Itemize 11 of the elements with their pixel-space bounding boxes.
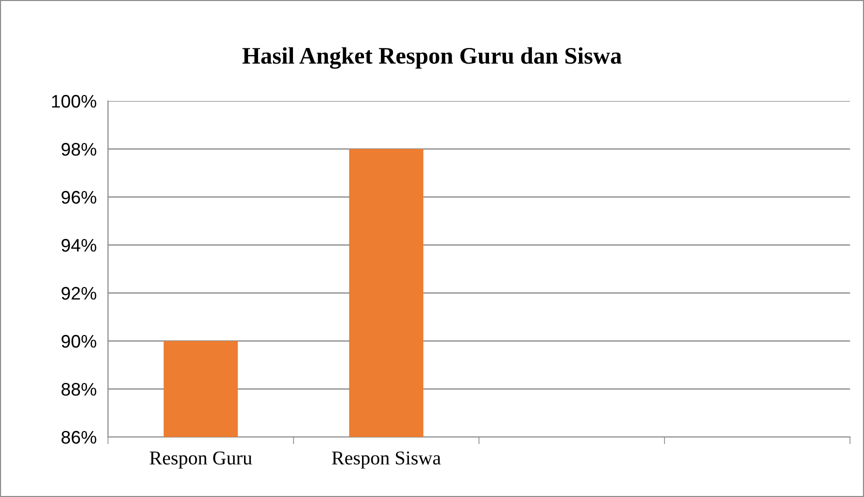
y-tick-label: 90% [62,334,96,348]
x-tick-label: Respon Guru [150,452,252,469]
x-tick-label: Respon Siswa [332,452,441,469]
y-tick-label: 88% [62,382,96,396]
y-tick-label: 98% [62,142,96,156]
y-tick-label: 92% [62,286,96,300]
y-tick-label: 96% [62,190,96,204]
y-tick-label: 86% [62,430,96,444]
y-tick-label: 94% [62,238,96,252]
y-tick-label: 100% [52,94,96,108]
chart-title: Hasil Angket Respon Guru dan Siswa [242,47,622,69]
